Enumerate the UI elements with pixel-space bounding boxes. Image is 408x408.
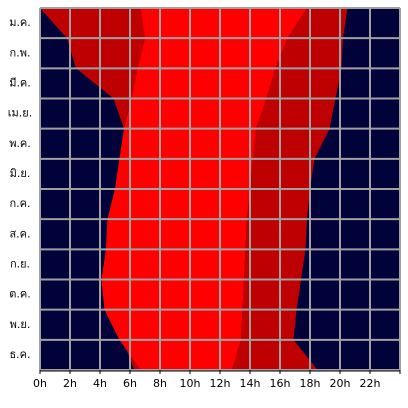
x-axis-ticks: 0h 2h 4h 6h 8h 10h 12h 14h 16h 18h 20h 22h xyxy=(33,370,401,390)
y-tick-label: มี.ค. xyxy=(9,76,31,89)
x-tick-label: 12h xyxy=(210,377,231,390)
x-tick-label: 10h xyxy=(180,377,201,390)
x-tick-label: 16h xyxy=(270,377,291,390)
y-tick-label: ก.ค. xyxy=(9,197,30,210)
y-tick-label: ส.ค. xyxy=(9,227,30,240)
x-tick-label: 0h xyxy=(33,377,47,390)
y-tick-label: ธ.ค. xyxy=(9,348,30,361)
y-tick-label: ต.ค. xyxy=(9,288,31,301)
x-tick-label: 18h xyxy=(300,377,321,390)
x-tick-label: 2h xyxy=(63,377,77,390)
x-tick-label: 4h xyxy=(93,377,107,390)
x-tick-label: 14h xyxy=(240,377,261,390)
x-tick-label: 8h xyxy=(153,377,167,390)
y-tick-label: พ.ค. xyxy=(9,137,31,150)
grid-lines xyxy=(39,7,401,372)
y-tick-label: ก.พ. xyxy=(10,46,31,59)
y-tick-label: ก.ย. xyxy=(10,257,30,270)
y-tick-label: ม.ค. xyxy=(9,16,31,29)
y-tick-label: พ.ย. xyxy=(10,318,31,331)
x-tick-label: 6h xyxy=(123,377,137,390)
y-tick-label: เม.ย. xyxy=(8,107,32,120)
x-tick-label: 20h xyxy=(330,377,351,390)
x-tick-label: 22h xyxy=(360,377,381,390)
y-tick-label: มิ.ย. xyxy=(10,167,31,180)
y-axis-ticks: ม.ค. ก.พ. มี.ค. เม.ย. พ.ค. มิ.ย. ก.ค. ส.ค. ก.ย. ต… xyxy=(8,16,32,361)
